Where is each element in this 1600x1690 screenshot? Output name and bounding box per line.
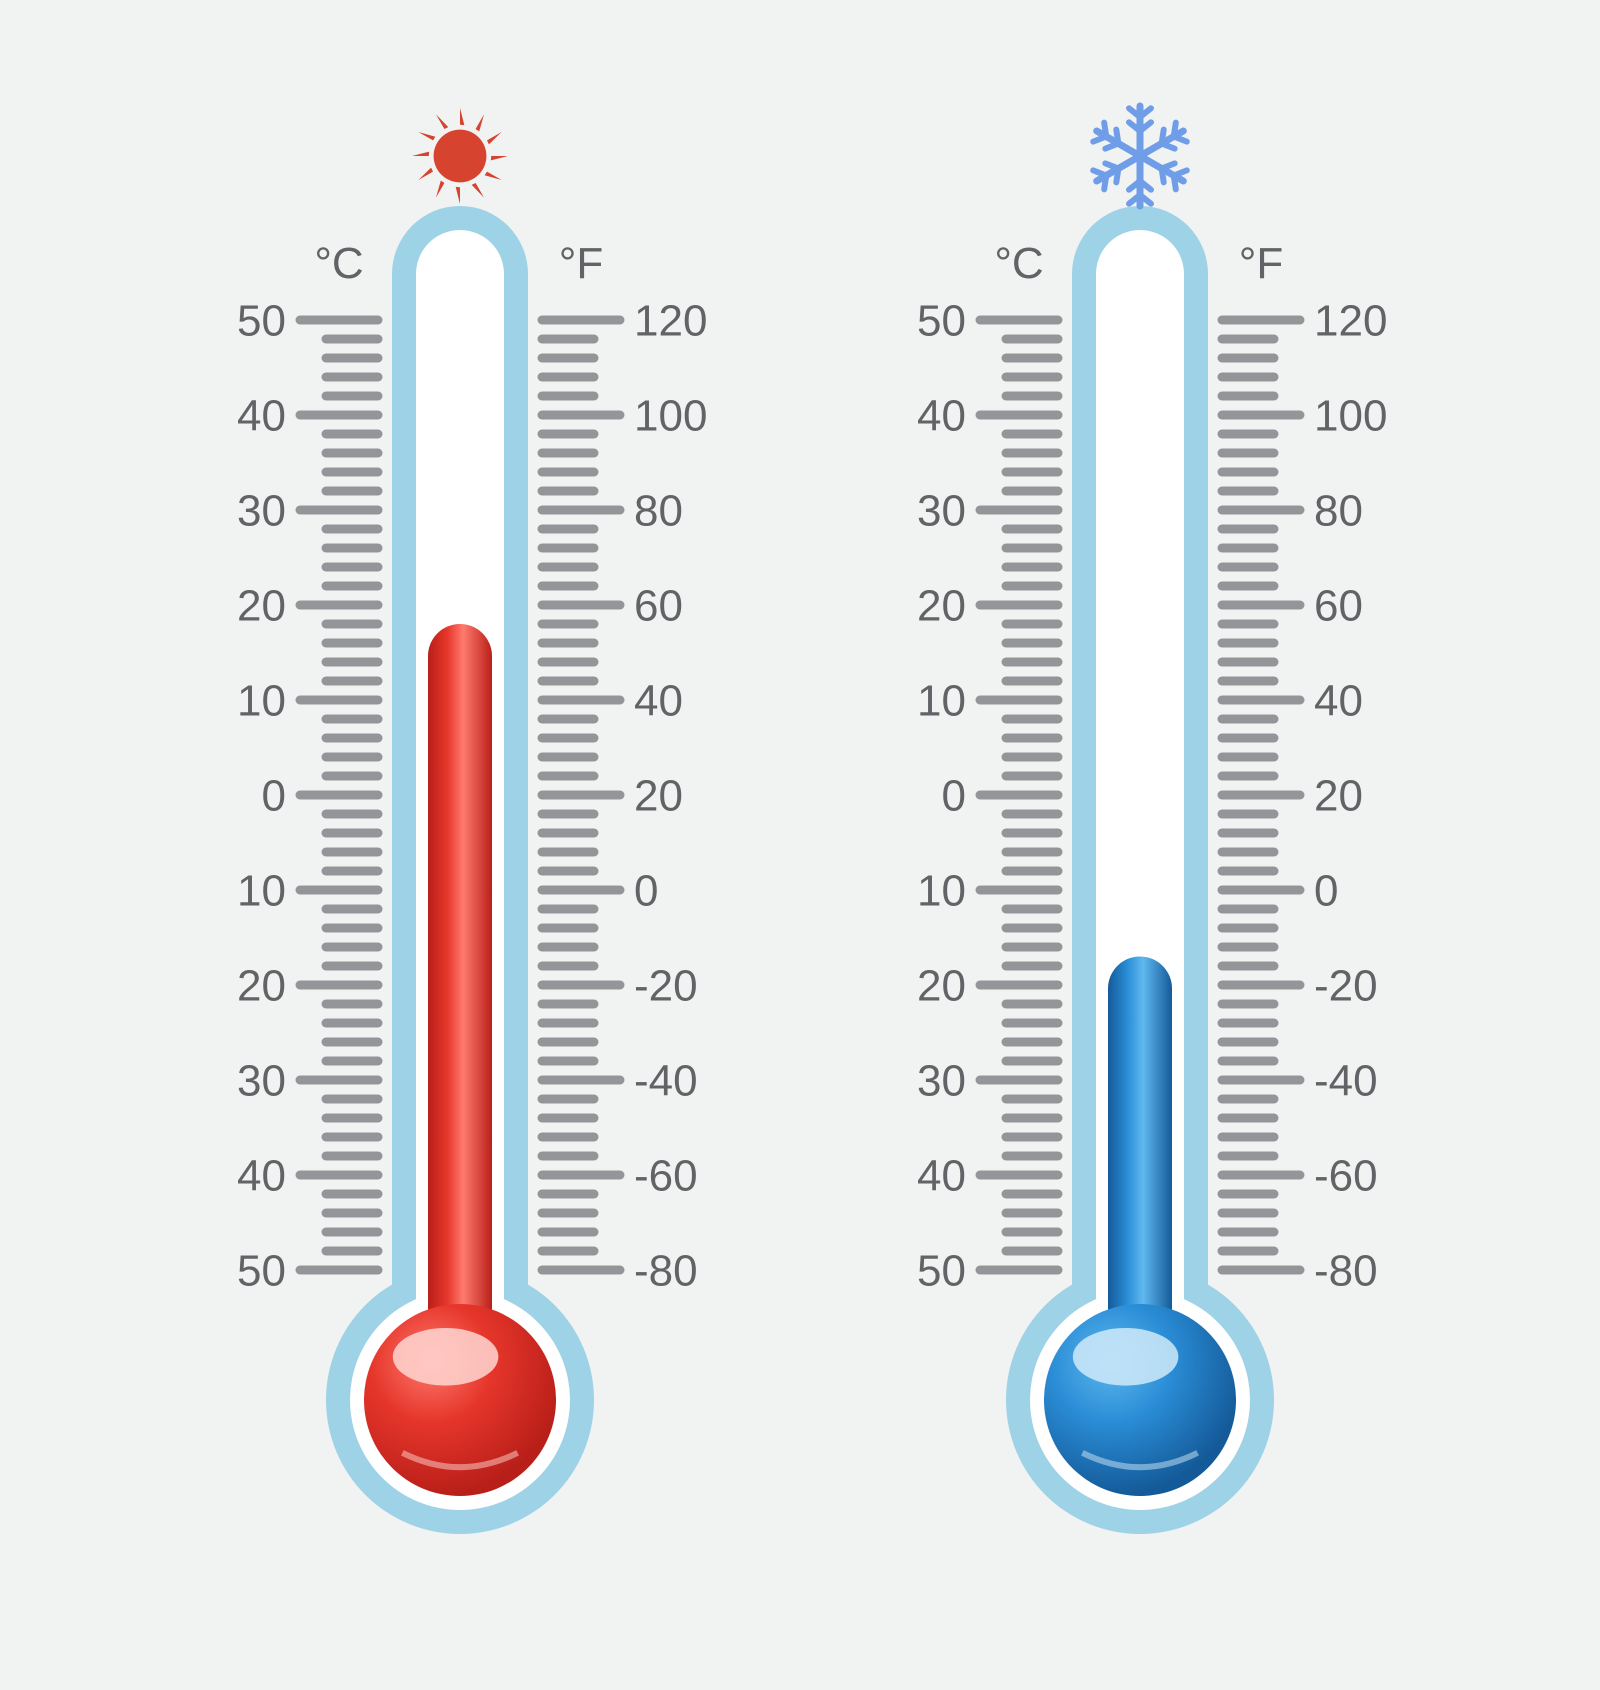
fahrenheit-scale: °F 120 100 80 60 40 20 0 -20 -40 -60 -80	[542, 239, 707, 1295]
scale-tick-label: -80	[1314, 1246, 1378, 1295]
celsius-scale: °C 50 40 30 20 10 0 10 20 30 40 50	[237, 239, 378, 1295]
scale-tick-label: 0	[634, 866, 658, 915]
scale-tick-label: 20	[634, 771, 683, 820]
scale-unit-label: °C	[314, 239, 363, 288]
scale-tick-label: 0	[262, 771, 286, 820]
scale-tick-label: 20	[917, 581, 966, 630]
scale-tick-label: 40	[237, 391, 286, 440]
fahrenheit-scale: °F 120 100 80 60 40 20 0 -20 -40 -60 -80	[1222, 239, 1387, 1295]
bulb-highlight	[393, 1328, 499, 1386]
scale-tick-label: -40	[1314, 1056, 1378, 1105]
scale-tick-label: 100	[634, 391, 707, 440]
scale-tick-label: 30	[917, 1056, 966, 1105]
scale-tick-label: -40	[634, 1056, 698, 1105]
scale-tick-label: 20	[237, 961, 286, 1010]
thermometer-hot: °C504030201001020304050°F120100806040200…	[237, 108, 707, 1534]
scale-tick-label: 20	[237, 581, 286, 630]
sun-icon	[412, 108, 508, 204]
scale-tick-label: 100	[1314, 391, 1387, 440]
bulb-highlight	[1073, 1328, 1179, 1386]
scale-tick-label: 80	[634, 486, 683, 535]
scale-tick-label: 50	[237, 1246, 286, 1295]
scale-tick-label: 50	[917, 296, 966, 345]
scale-tick-label: -20	[1314, 961, 1378, 1010]
scale-tick-label: 0	[1314, 866, 1338, 915]
scale-tick-label: 40	[917, 391, 966, 440]
scale-tick-label: -60	[1314, 1151, 1378, 1200]
scale-tick-label: 20	[1314, 771, 1363, 820]
scale-tick-label: 40	[634, 676, 683, 725]
scale-unit-label: °F	[559, 239, 603, 288]
scale-tick-label: 10	[917, 676, 966, 725]
scale-tick-label: 10	[237, 676, 286, 725]
scale-tick-label: -80	[634, 1246, 698, 1295]
scale-tick-label: 40	[917, 1151, 966, 1200]
scale-tick-label: 10	[917, 866, 966, 915]
thermometer-cold: °C504030201001020304050°F120100806040200…	[917, 106, 1387, 1534]
snowflake-icon	[1093, 106, 1187, 206]
scale-tick-label: 60	[634, 581, 683, 630]
scale-tick-label: 0	[942, 771, 966, 820]
scale-tick-label: 60	[1314, 581, 1363, 630]
scale-tick-label: 10	[237, 866, 286, 915]
scale-unit-label: °C	[994, 239, 1043, 288]
scale-tick-label: 30	[917, 486, 966, 535]
scale-tick-label: 120	[634, 296, 707, 345]
scale-tick-label: 120	[1314, 296, 1387, 345]
scale-tick-label: 50	[917, 1246, 966, 1295]
thermometer-fluid-column	[428, 624, 492, 1420]
scale-tick-label: 80	[1314, 486, 1363, 535]
scale-tick-label: 50	[237, 296, 286, 345]
scale-tick-label: 20	[917, 961, 966, 1010]
scale-unit-label: °F	[1239, 239, 1283, 288]
scale-tick-label: 40	[237, 1151, 286, 1200]
scale-tick-label: -60	[634, 1151, 698, 1200]
scale-tick-label: 30	[237, 1056, 286, 1105]
celsius-scale: °C 50 40 30 20 10 0 10 20 30 40 50	[917, 239, 1058, 1295]
scale-tick-label: 40	[1314, 676, 1363, 725]
thermometer-infographic: °C504030201001020304050°F120100806040200…	[0, 0, 1600, 1690]
scale-tick-label: 30	[237, 486, 286, 535]
scale-tick-label: -20	[634, 961, 698, 1010]
